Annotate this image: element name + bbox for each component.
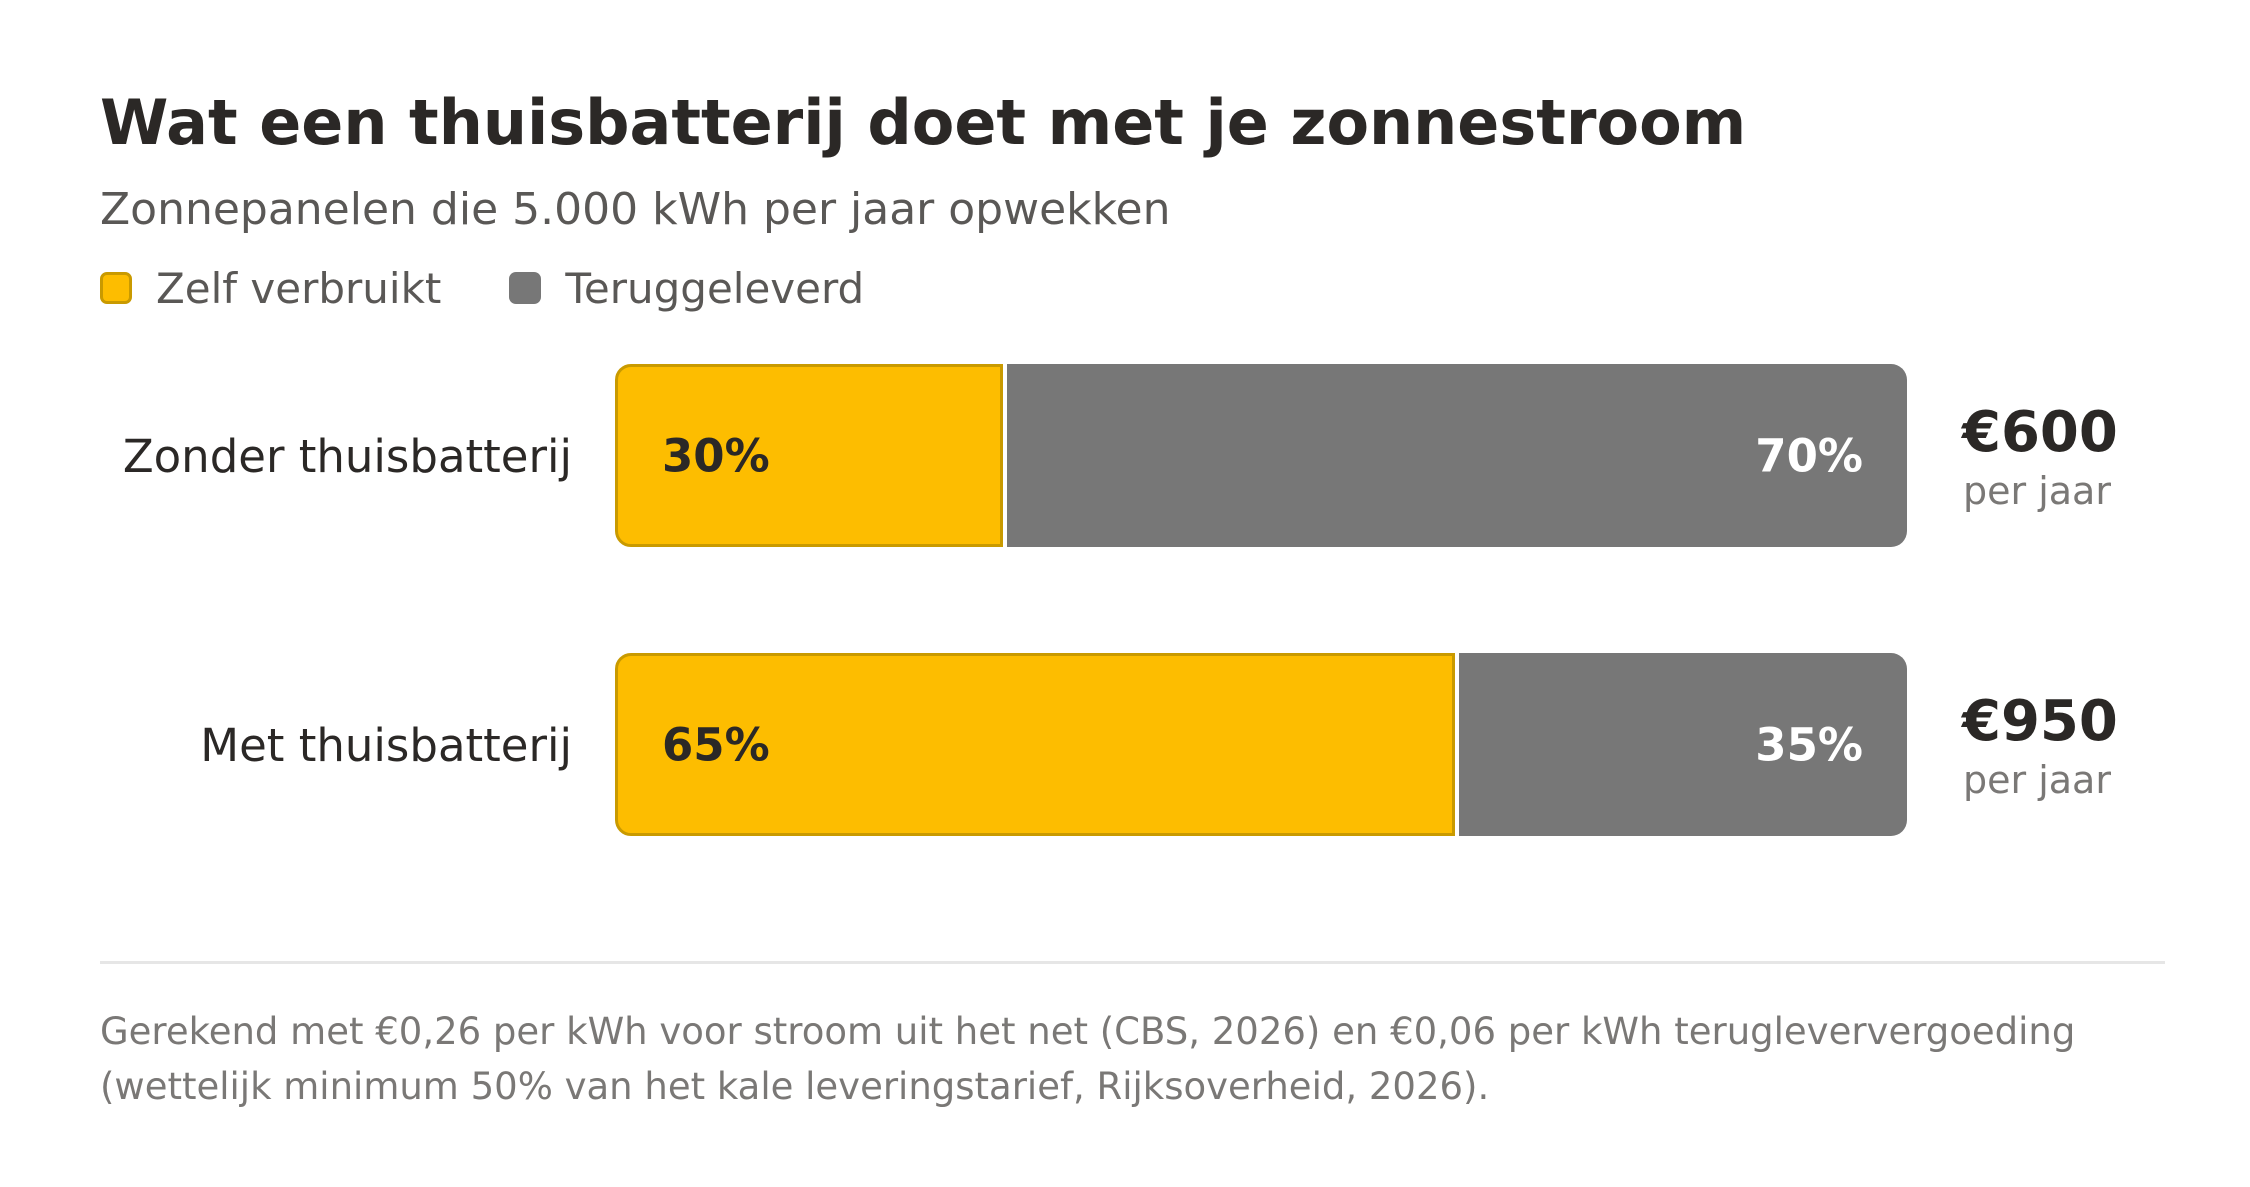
amount-unit-met: per jaar	[1963, 758, 2111, 802]
chart-legend: Zelf verbruikt Teruggeleverd	[100, 262, 864, 314]
legend-label-self: Zelf verbruikt	[156, 263, 442, 313]
amount-met: €950	[1962, 689, 2118, 754]
legend-item-feed: Teruggeleverd	[509, 264, 864, 313]
chart-title: Wat een thuisbatterij doet met je zonnes…	[100, 86, 1747, 159]
data-label-feed-met: 35%	[1755, 718, 1863, 771]
bar-segment-feed-zonder: 70%	[1007, 364, 1907, 547]
chart-subtitle: Zonnepanelen die 5.000 kWh per jaar opwe…	[100, 184, 1171, 235]
bar-segment-feed-met: 35%	[1459, 653, 1907, 836]
data-label-self-zonder: 30%	[662, 429, 770, 482]
data-label-feed-zonder: 70%	[1755, 429, 1863, 482]
legend-label-feed: Teruggeleverd	[565, 263, 865, 313]
amount-zonder: €600	[1962, 400, 2118, 465]
footnote-divider	[100, 961, 2165, 964]
bar-segment-self-zonder: 30%	[615, 364, 1003, 547]
amount-unit-zonder: per jaar	[1963, 469, 2111, 513]
bar-zonder-thuisbatterij: 30% 70%	[615, 364, 1907, 547]
legend-swatch-feed	[509, 272, 542, 304]
bar-met-thuisbatterij: 65% 35%	[615, 653, 1907, 836]
data-label-self-met: 65%	[662, 718, 770, 771]
row-label-zonder: Zonder thuisbatterij	[122, 430, 572, 483]
row-label-met: Met thuisbatterij	[200, 719, 572, 772]
legend-item-self: Zelf verbruikt	[100, 264, 441, 313]
chart-footnote: Gerekend met €0,26 per kWh voor stroom u…	[100, 1010, 2076, 1108]
legend-swatch-self	[100, 272, 132, 304]
bar-segment-self-met: 65%	[615, 653, 1455, 836]
